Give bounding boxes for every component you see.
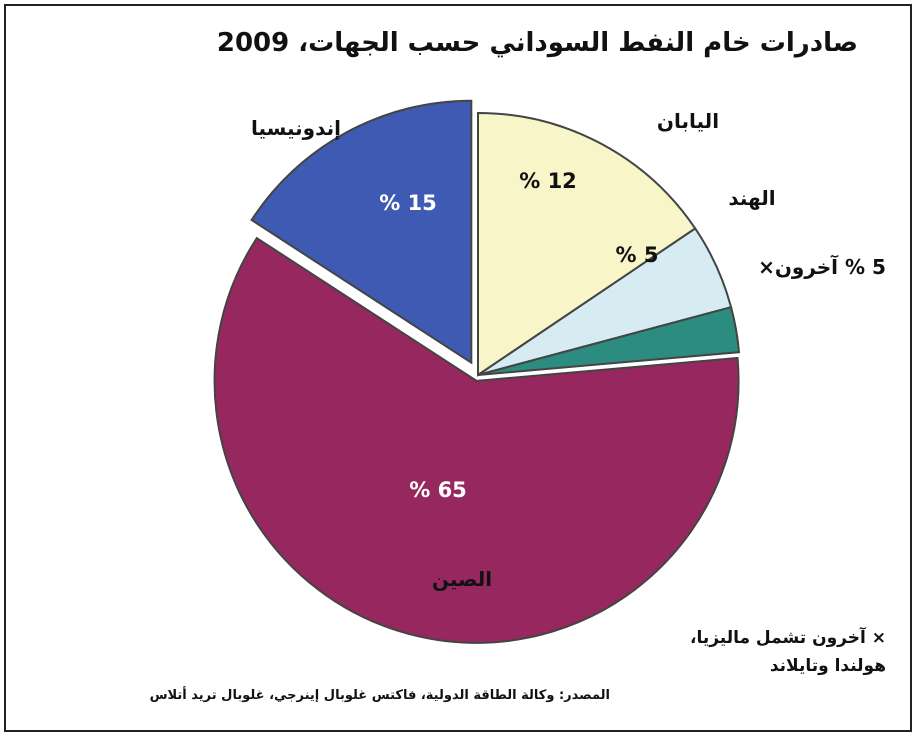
slice-value-china: 65 % — [409, 478, 467, 502]
slice-value-indonesia: 15 % — [379, 191, 437, 215]
chart-frame — [4, 4, 912, 732]
footnote: × آخرون تشمل ماليزيا، هولندا وتايلاند — [689, 628, 886, 676]
chart-title: صادرات خام النفط السوداني حسب الجهات، 20… — [216, 28, 858, 58]
slice-label-china: الصين — [432, 567, 492, 591]
pie-slice-japan — [477, 111, 697, 377]
pie-slice-china — [213, 236, 740, 644]
slice-label-india: الهند — [728, 186, 775, 210]
slice-value-japan: 12 % — [519, 169, 577, 193]
slice-label-indonesia: إندونيسيا — [251, 116, 341, 140]
source-text: المصدر: وكالة الطاقة الدولية، فاكتس غلوب… — [149, 688, 610, 703]
slice-label-japan: اليابان — [657, 109, 719, 133]
pie-slice-others — [477, 305, 741, 376]
slice-value-india: 5 % — [616, 243, 659, 267]
slice-label-others: 5 % آخرون× — [758, 254, 886, 279]
pie-slice-indonesia — [250, 99, 473, 365]
